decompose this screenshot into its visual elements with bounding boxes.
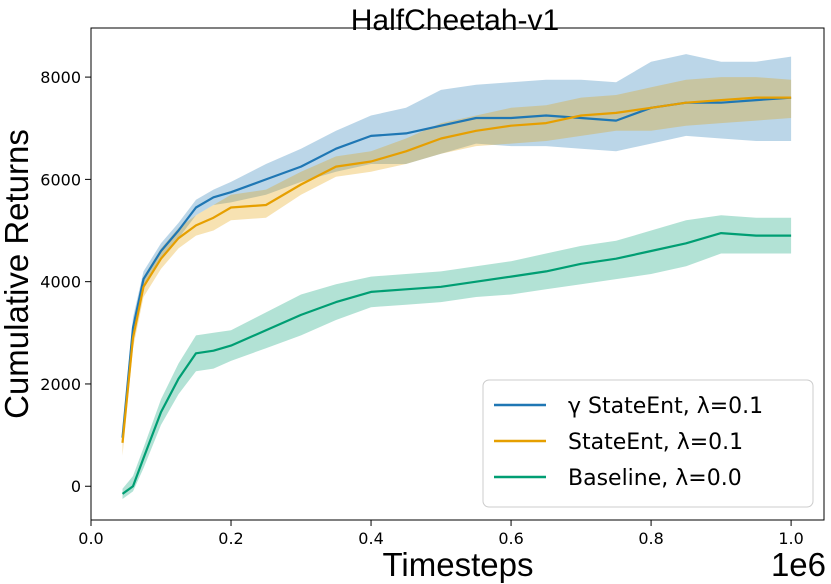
band-baseline-0-0	[122, 215, 792, 499]
band-stateent-0-1	[122, 54, 792, 443]
y-tick-label: 8000	[40, 68, 81, 87]
x-tick-label: 0.8	[638, 529, 663, 548]
y-axis: 0 2000 4000 6000 8000	[40, 68, 91, 496]
x-tick-label: 0.6	[498, 529, 523, 548]
y-tick-label: 4000	[40, 273, 81, 292]
confidence-bands	[122, 54, 792, 499]
x-tick-label: 0.0	[78, 529, 103, 548]
legend-label-stateent-0-1: StateEnt, λ=0.1	[568, 430, 743, 455]
x-tick-label: 0.4	[358, 529, 383, 548]
y-tick-label: 6000	[40, 170, 81, 189]
x-axis-offset-label: 1e6	[771, 546, 826, 583]
x-axis-title: Timesteps	[383, 546, 534, 583]
y-tick-label: 2000	[40, 375, 81, 394]
y-axis-title: Cumulative Returns	[0, 129, 35, 419]
x-tick-label: 1.0	[778, 529, 803, 548]
series-lines	[121, 96, 792, 495]
x-axis: 0.0 0.2 0.4 0.6 0.8 1.0	[78, 520, 804, 548]
chart-title: HalfCheetah-v1	[351, 4, 559, 37]
legend-label-baseline-0-0: Baseline, λ=0.0	[568, 466, 742, 491]
band-stateent-0-1	[122, 77, 792, 456]
legend: γ StateEnt, λ=0.1 StateEnt, λ=0.1 Baseline…	[482, 379, 814, 508]
y-tick-label: 0	[71, 477, 81, 496]
legend-box	[482, 379, 814, 508]
plot-frame	[90, 27, 825, 521]
legend-label-stateent-0-1: γ StateEnt, λ=0.1	[568, 394, 763, 419]
x-tick-label: 0.2	[218, 529, 243, 548]
line-baseline-0-0	[121, 232, 792, 495]
line-stateent-0-1	[121, 96, 792, 443]
